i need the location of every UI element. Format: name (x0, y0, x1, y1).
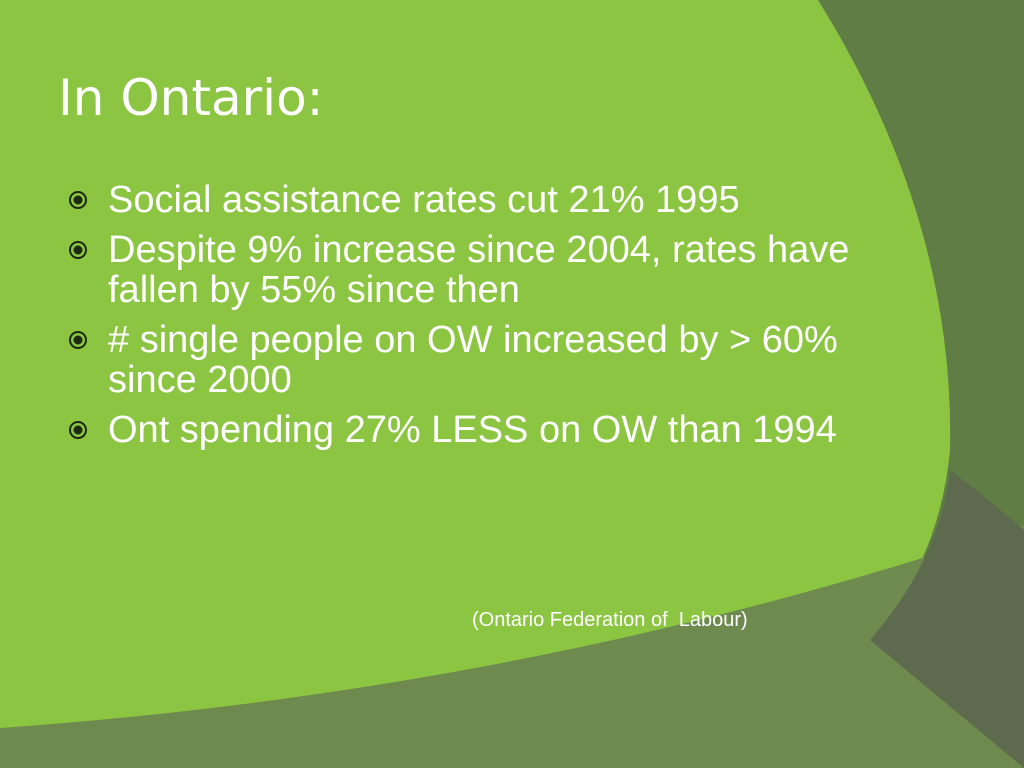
slide-title: In Ontario: (58, 69, 324, 127)
bullet-item: Despite 9% increase since 2004, rates ha… (68, 230, 868, 310)
bullet-item: Ont spending 27% LESS on OW than 1994 (68, 410, 868, 450)
source-citation: (Ontario Federation of Labour) (472, 609, 748, 631)
bullet-text: Social assistance rates cut 21% 1995 (108, 179, 740, 221)
circled-dot-icon (68, 410, 108, 440)
bullet-list: Social assistance rates cut 21% 1995 Des… (68, 180, 868, 460)
bullet-text: Ont spending 27% LESS on OW than 1994 (108, 409, 837, 451)
bullet-item: # single people on OW increased by > 60%… (68, 320, 868, 400)
circled-dot-icon (68, 230, 108, 260)
bullet-text: # single people on OW increased by > 60%… (108, 319, 838, 401)
background-corner-overlap (870, 470, 1024, 768)
circled-dot-icon (68, 180, 108, 210)
circled-dot-icon (68, 320, 108, 350)
bullet-text: Despite 9% increase since 2004, rates ha… (108, 229, 850, 311)
background-lower-band (0, 525, 1024, 768)
bullet-item: Social assistance rates cut 21% 1995 (68, 180, 868, 220)
